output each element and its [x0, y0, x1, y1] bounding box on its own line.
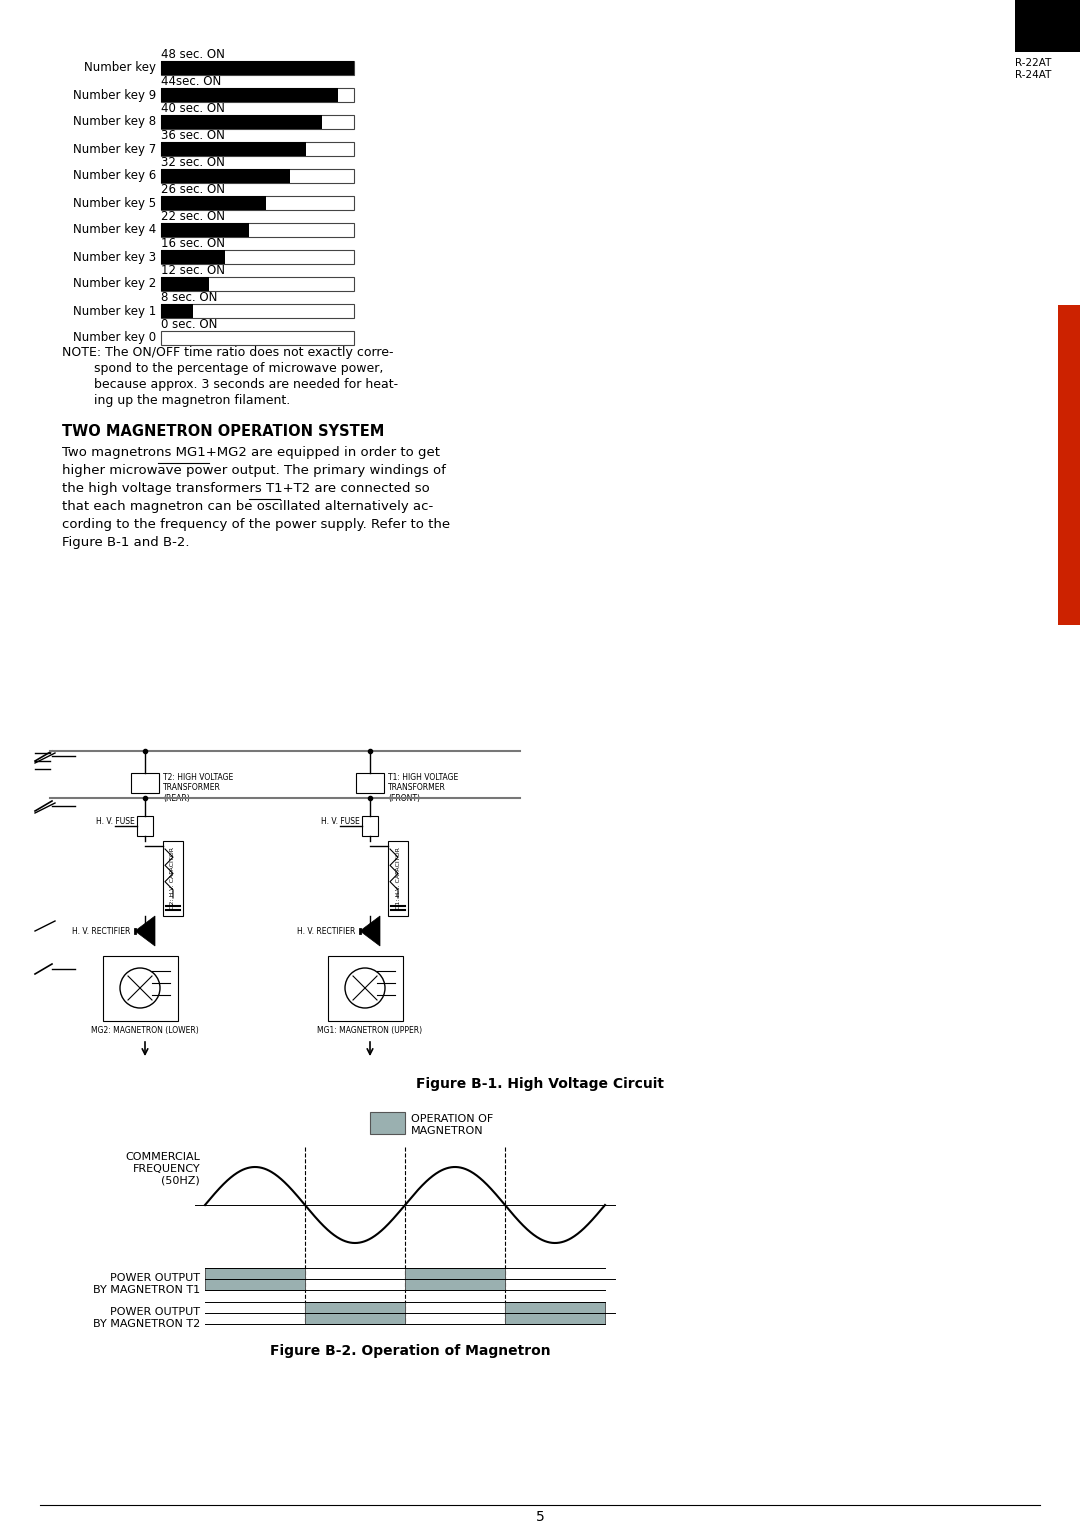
Text: Figure B-1. High Voltage Circuit: Figure B-1. High Voltage Circuit	[416, 1077, 664, 1091]
Bar	[161, 142, 354, 156]
Text: Number key 5: Number key 5	[72, 197, 156, 209]
Bar	[161, 89, 338, 102]
Bar	[161, 196, 266, 209]
Text: Figure B-2. Operation of Magnetron: Figure B-2. Operation of Magnetron	[270, 1345, 551, 1358]
Bar	[161, 61, 354, 75]
Text: H. V. RECTIFIER: H. V. RECTIFIER	[71, 926, 130, 935]
Text: 44sec. ON: 44sec. ON	[161, 75, 221, 89]
Text: TWO MAGNETRON OPERATION SYSTEM: TWO MAGNETRON OPERATION SYSTEM	[62, 423, 384, 439]
Bar	[161, 251, 226, 264]
Text: MG1: MAGNETRON (UPPER): MG1: MAGNETRON (UPPER)	[318, 1025, 422, 1034]
Bar	[161, 277, 210, 290]
Text: 22 sec. ON: 22 sec. ON	[161, 209, 225, 223]
Text: Two magnetrons MG1+MG2 are equipped in order to get: Two magnetrons MG1+MG2 are equipped in o…	[62, 446, 440, 458]
Text: spond to the percentage of microwave power,: spond to the percentage of microwave pow…	[62, 362, 383, 374]
Text: NOTE: The ON/OFF time ratio does not exactly corre-: NOTE: The ON/OFF time ratio does not exa…	[62, 345, 393, 359]
Text: C1: H.V. CAPACITOR: C1: H.V. CAPACITOR	[395, 847, 401, 909]
Bar	[161, 223, 354, 237]
Text: H. V. FUSE: H. V. FUSE	[321, 816, 360, 825]
Bar	[163, 840, 183, 915]
Text: C2: H.V. CAPACITOR: C2: H.V. CAPACITOR	[171, 847, 175, 909]
Bar	[161, 223, 249, 237]
Text: H. V. FUSE: H. V. FUSE	[96, 816, 135, 825]
Text: 36 sec. ON: 36 sec. ON	[161, 128, 225, 142]
Bar	[161, 196, 354, 209]
Text: cording to the frequency of the power supply. Refer to the: cording to the frequency of the power su…	[62, 518, 450, 532]
Bar	[161, 277, 354, 290]
Text: Number key: Number key	[84, 61, 156, 75]
Bar	[161, 170, 354, 183]
Bar	[131, 773, 159, 793]
Bar	[161, 142, 306, 156]
Text: OPERATION OF
MAGNETRON: OPERATION OF MAGNETRON	[411, 1114, 494, 1135]
Text: Number key 7: Number key 7	[72, 142, 156, 156]
Bar	[1058, 306, 1080, 625]
Bar	[1015, 0, 1080, 52]
Text: POWER OUTPUT
BY MAGNETRON T1: POWER OUTPUT BY MAGNETRON T1	[93, 1273, 200, 1294]
Bar	[328, 957, 403, 1021]
Text: Number key 6: Number key 6	[72, 170, 156, 182]
Bar	[205, 1268, 305, 1290]
Text: 40 sec. ON: 40 sec. ON	[161, 102, 225, 115]
Text: because approx. 3 seconds are needed for heat-: because approx. 3 seconds are needed for…	[62, 377, 399, 391]
Bar	[370, 1112, 405, 1134]
Bar	[161, 170, 289, 183]
Bar	[505, 1302, 605, 1323]
Text: Number key 4: Number key 4	[72, 223, 156, 237]
Text: higher microwave power output. The primary windings of: higher microwave power output. The prima…	[62, 465, 446, 477]
Text: Number key 1: Number key 1	[72, 304, 156, 318]
Text: 48 sec. ON: 48 sec. ON	[161, 47, 225, 61]
Text: Figure B-1 and B-2.: Figure B-1 and B-2.	[62, 536, 189, 549]
Bar	[305, 1302, 405, 1323]
Text: T1: HIGH VOLTAGE
TRANSFORMER
(FRONT): T1: HIGH VOLTAGE TRANSFORMER (FRONT)	[388, 773, 458, 802]
Text: MG2: MAGNETRON (LOWER): MG2: MAGNETRON (LOWER)	[91, 1025, 199, 1034]
Text: COMMERCIAL
FREQUENCY
(50HZ): COMMERCIAL FREQUENCY (50HZ)	[125, 1152, 200, 1186]
Text: 5: 5	[536, 1510, 544, 1523]
Bar	[362, 816, 378, 836]
Text: Number key 3: Number key 3	[72, 251, 156, 263]
Bar	[161, 332, 354, 345]
Text: R-22AT
R-24AT: R-22AT R-24AT	[1015, 58, 1051, 79]
Bar	[356, 773, 384, 793]
Text: Number key 9: Number key 9	[72, 89, 156, 101]
Text: ing up the magnetron filament.: ing up the magnetron filament.	[62, 394, 291, 406]
Polygon shape	[360, 915, 380, 946]
Text: Number key 0: Number key 0	[72, 332, 156, 344]
Text: H. V. RECTIFIER: H. V. RECTIFIER	[297, 926, 355, 935]
Text: 26 sec. ON: 26 sec. ON	[161, 183, 225, 196]
Polygon shape	[135, 915, 156, 946]
Bar	[161, 304, 193, 318]
Text: 32 sec. ON: 32 sec. ON	[161, 156, 225, 170]
Bar	[161, 89, 354, 102]
Text: 0 sec. ON: 0 sec. ON	[161, 318, 217, 332]
Bar	[161, 304, 354, 318]
Bar	[388, 840, 408, 915]
Text: T2: HIGH VOLTAGE
TRANSFORMER
(REAR): T2: HIGH VOLTAGE TRANSFORMER (REAR)	[163, 773, 233, 802]
Text: 8 sec. ON: 8 sec. ON	[161, 290, 217, 304]
Text: 12 sec. ON: 12 sec. ON	[161, 264, 225, 277]
Text: Number key 8: Number key 8	[72, 116, 156, 128]
Bar	[405, 1268, 505, 1290]
Text: that each magnetron can be oscillated alternatively ac-: that each magnetron can be oscillated al…	[62, 500, 433, 513]
Bar	[103, 957, 178, 1021]
Bar	[161, 61, 354, 75]
Text: the high voltage transformers T1+T2 are connected so: the high voltage transformers T1+T2 are …	[62, 481, 430, 495]
Bar	[161, 251, 354, 264]
Bar	[161, 115, 354, 128]
Text: 16 sec. ON: 16 sec. ON	[161, 237, 225, 251]
Text: Number key 2: Number key 2	[72, 278, 156, 290]
Bar	[137, 816, 153, 836]
Text: POWER OUTPUT
BY MAGNETRON T2: POWER OUTPUT BY MAGNETRON T2	[93, 1306, 200, 1329]
Bar	[161, 115, 322, 128]
